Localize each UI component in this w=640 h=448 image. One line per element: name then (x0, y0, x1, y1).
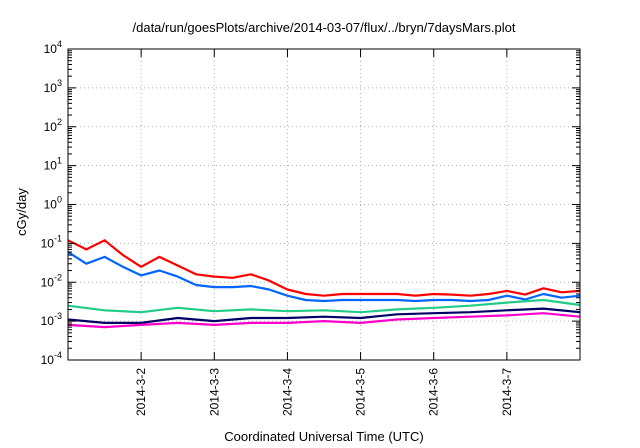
x-tick-label: 2014-3-6 (427, 368, 441, 416)
grid (68, 49, 580, 360)
series-line-4 (67, 307, 581, 324)
series-line-2 (67, 251, 581, 303)
series-line-3 (67, 298, 581, 314)
chart-title: /data/run/goesPlots/archive/2014-03-07/f… (133, 20, 516, 35)
y-tick-label: 102 (44, 117, 62, 134)
y-tick-label: 10-1 (41, 233, 62, 250)
y-axis: 10-4 10-3 10-2 10-1 100 101 102 103 104 (41, 39, 580, 367)
x-tick-label: 2014-3-7 (500, 368, 514, 416)
series-line-1 (67, 239, 581, 297)
x-tick-label: 2014-3-2 (134, 368, 148, 416)
y-tick-label: 103 (44, 78, 62, 95)
series-layer (67, 239, 581, 329)
x-tick-label: 2014-3-3 (207, 368, 221, 416)
y-axis-label: cGy/day (14, 188, 29, 236)
y-tick-label: 100 (44, 195, 62, 212)
y-tick-label: 10-2 (41, 272, 62, 289)
y-tick-label: 10-4 (41, 350, 62, 367)
x-axis: 2014-3-2 2014-3-3 2014-3-4 2014-3-5 2014-3-6… (134, 49, 514, 416)
y-tick-label: 104 (44, 39, 62, 56)
x-tick-label: 2014-3-5 (354, 368, 368, 416)
x-tick-label: 2014-3-4 (280, 368, 294, 416)
series-line-5 (67, 312, 581, 329)
x-axis-label: Coordinated Universal Time (UTC) (224, 429, 423, 444)
y-tick-label: 10-3 (41, 311, 62, 328)
y-tick-label: 101 (44, 156, 62, 173)
